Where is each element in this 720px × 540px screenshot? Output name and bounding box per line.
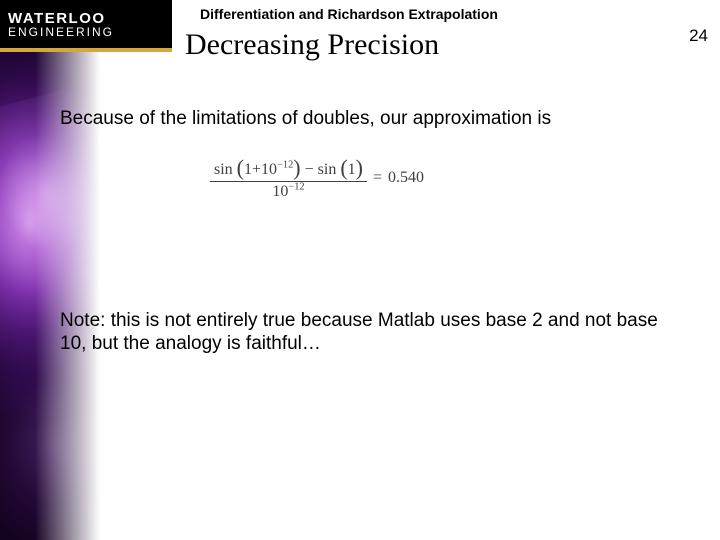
minus-sin: − sin	[305, 161, 337, 178]
equals-sign: =	[373, 169, 382, 187]
body-text-1: Because of the limitations of doubles, o…	[60, 108, 660, 131]
sin-label-1: sin	[214, 161, 233, 178]
equation-fraction: sin (1+10−12) − sin (1) 10−12	[210, 154, 367, 201]
arg1-exp: −12	[277, 160, 293, 171]
body-text-2: Note: this is not entirely true because …	[60, 310, 670, 356]
logo-line2: ENGINEERING	[8, 25, 172, 39]
chapter-label: Differentiation and Richardson Extrapola…	[200, 6, 498, 22]
equation-result: 0.540	[388, 169, 424, 187]
slide-title: Decreasing Precision	[185, 28, 439, 62]
arg2: 1	[348, 161, 356, 178]
equation-denominator: 10−12	[272, 182, 304, 201]
denom-base: 10	[272, 183, 288, 200]
arg1-base: 1+10	[244, 161, 277, 178]
lparen-1: (	[237, 155, 244, 180]
equation-numerator: sin (1+10−12) − sin (1)	[210, 154, 367, 182]
logo-block: WATERLOO ENGINEERING	[0, 0, 172, 48]
equation: sin (1+10−12) − sin (1) 10−12 = 0.540	[210, 154, 424, 201]
denom-exp: −12	[288, 182, 304, 193]
rparen-2: )	[356, 155, 363, 180]
rparen-1: )	[293, 155, 300, 180]
lparen-2: (	[340, 155, 347, 180]
page-number: 24	[689, 26, 708, 46]
